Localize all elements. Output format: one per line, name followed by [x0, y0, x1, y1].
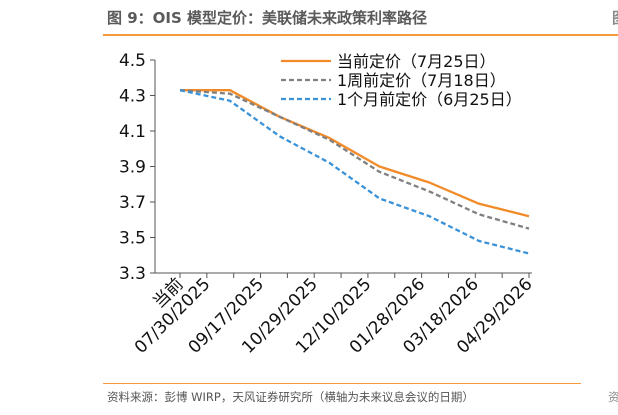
y-tick-label: 3.7	[119, 193, 146, 213]
y-ticks: 4.5 4.3 4.1 3.9 3.7 3.5 3.3	[119, 51, 155, 284]
x-ticks: 当前07/30/202509/17/202510/29/202512/10/20…	[131, 273, 537, 358]
legend-label-1: 当前定价（7月25日）	[337, 52, 496, 71]
figure-title: 图 9：OIS 模型定价：美联储未来政策利率路径	[107, 9, 428, 27]
next-figure-source-fragment: 资	[608, 390, 618, 404]
y-tick-label: 3.9	[119, 158, 146, 178]
series-line-1	[180, 89, 530, 218]
legend: 当前定价（7月25日）1周前定价（7月18日）1个月前定价（6月25日）	[281, 52, 522, 109]
legend-label-2: 1周前定价（7月18日）	[337, 71, 506, 90]
source-divider	[103, 383, 581, 384]
y-tick-label: 4.5	[119, 51, 146, 71]
next-figure-divider	[612, 34, 618, 36]
legend-label-3: 1个月前定价（6月25日）	[337, 90, 522, 109]
series-lines	[179, 89, 530, 255]
series-line-3	[179, 89, 530, 255]
series-line-2	[179, 89, 530, 230]
next-figure-title-fragment: 图	[612, 7, 618, 28]
y-tick-label: 4.3	[119, 87, 146, 107]
source-note: 资料来源：彭博 WIRP，天风证券研究所（横轴为未来议息会议的日期）	[107, 390, 474, 404]
y-tick-label: 3.3	[119, 264, 146, 284]
title-divider	[103, 34, 618, 36]
y-tick-label: 4.1	[119, 122, 146, 142]
line-chart: 4.5 4.3 4.1 3.9 3.7 3.5 3.3 当前07/30/202509/17/…	[119, 51, 537, 358]
y-tick-label: 3.5	[119, 229, 146, 249]
